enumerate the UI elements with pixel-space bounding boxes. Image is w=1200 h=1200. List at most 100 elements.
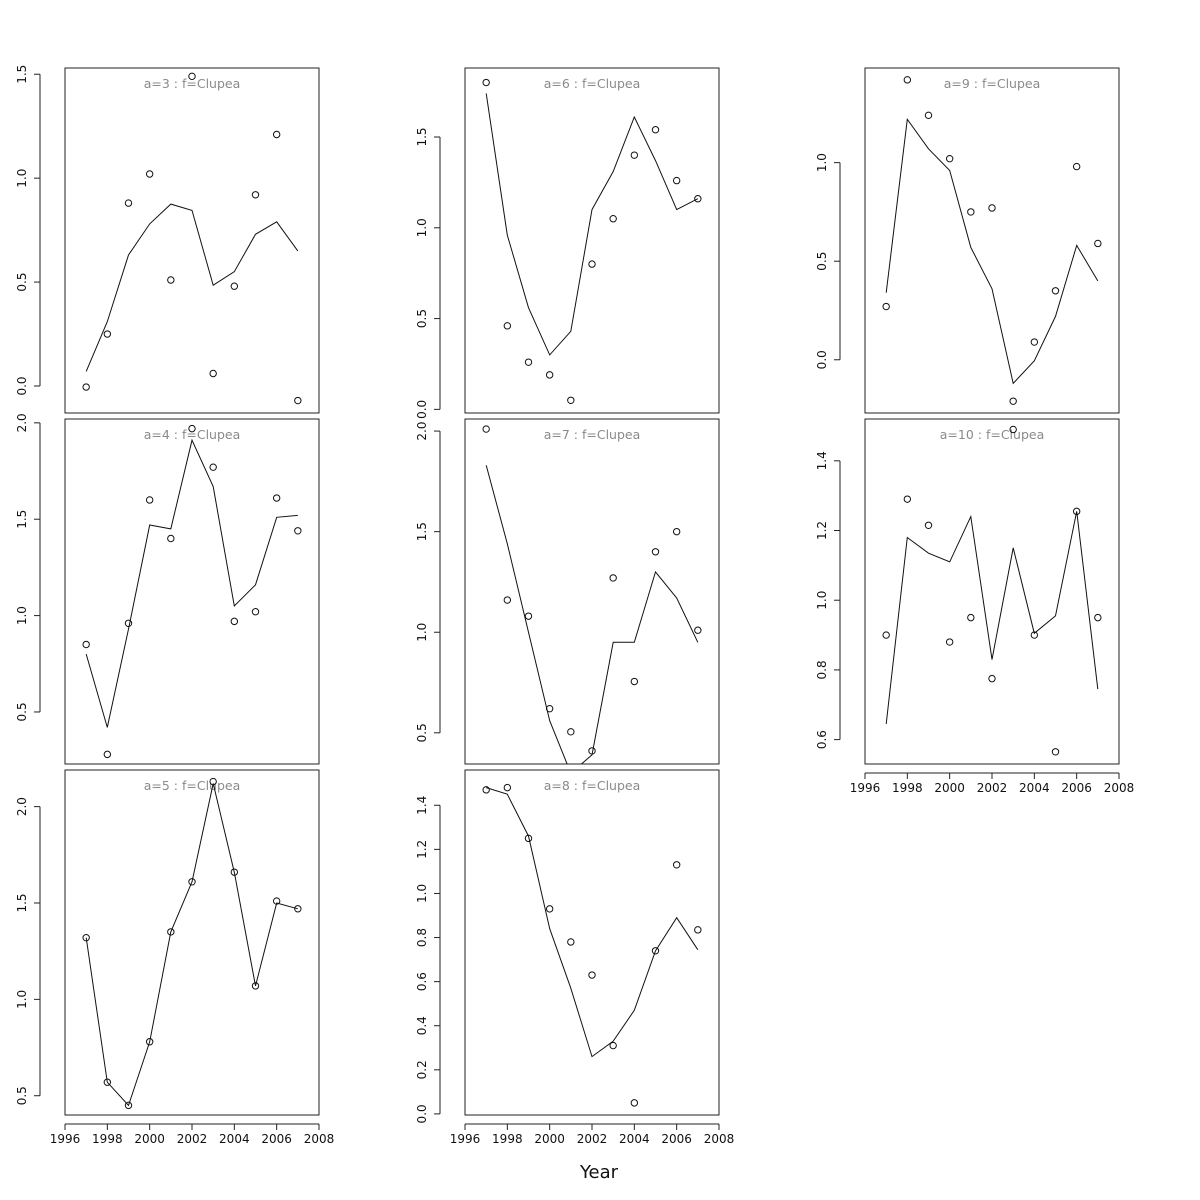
observed-point — [988, 204, 996, 212]
observed-point — [672, 176, 681, 185]
observed-point — [524, 358, 533, 366]
observed-point — [82, 383, 90, 391]
y-tick-label: 1.5 — [15, 65, 29, 84]
observed-point — [903, 495, 912, 503]
observed-point — [167, 534, 175, 543]
plot-area — [82, 424, 302, 759]
plot-area — [482, 425, 702, 764]
x-tick-label: 2004 — [219, 1132, 250, 1146]
y-tick-label: 2.0 — [15, 413, 29, 432]
observed-point — [524, 834, 533, 843]
observed-point — [209, 777, 217, 786]
observed-point — [609, 1041, 617, 1050]
fitted-line — [485, 93, 699, 356]
observed-point — [230, 868, 239, 876]
y-tick-label: 1.0 — [15, 606, 29, 625]
observed-point — [188, 72, 196, 81]
observed-point — [124, 619, 133, 628]
x-tick-label: 2000 — [934, 781, 965, 795]
panel-frame — [64, 67, 320, 414]
y-tick-label: 1.5 — [415, 522, 429, 541]
panel-frame — [864, 67, 1120, 414]
y-tick-label: 1.0 — [415, 218, 429, 237]
plot-area — [482, 78, 702, 404]
panel-title: a=7 : f=Clupea — [544, 427, 641, 442]
x-tick-label: 2004 — [1019, 781, 1050, 795]
observed-point — [251, 982, 260, 990]
fitted-line — [85, 203, 299, 372]
observed-point — [482, 78, 490, 87]
plot-area — [882, 76, 1102, 405]
y-tick-label: 1.0 — [15, 990, 29, 1009]
observed-point — [1030, 631, 1039, 639]
y-tick-label: 0.5 — [415, 723, 429, 742]
observed-point — [188, 424, 196, 433]
observed-point — [251, 608, 260, 616]
y-tick-label: 0.6 — [815, 730, 829, 749]
y-tick-label: 1.0 — [415, 623, 429, 642]
panel-frame — [64, 769, 320, 1116]
y-tick-label: 2.0 — [15, 797, 29, 816]
observed-point — [503, 596, 512, 604]
observed-point — [124, 199, 133, 207]
x-tick-label: 2002 — [977, 781, 1008, 795]
y-tick-label: 1.2 — [815, 521, 829, 540]
observed-point — [272, 130, 281, 139]
panel-title: a=5 : f=Clupea — [144, 778, 241, 793]
y-tick-label: 0.5 — [15, 273, 29, 292]
observed-point — [630, 1099, 639, 1107]
observed-point — [967, 208, 975, 216]
observed-point — [145, 170, 154, 178]
y-tick-label: 1.0 — [15, 169, 29, 188]
observed-point — [1072, 507, 1081, 516]
observed-point — [609, 574, 617, 582]
y-tick-label: 1.5 — [415, 127, 429, 146]
observed-point — [567, 728, 575, 736]
observed-point — [145, 496, 154, 504]
observed-point — [1009, 397, 1017, 405]
panel-title: a=4 : f=Clupea — [144, 427, 241, 442]
observed-point — [188, 878, 196, 886]
observed-point — [672, 527, 681, 536]
fitted-line — [486, 787, 699, 1058]
observed-point — [209, 369, 217, 378]
panel-8: a=8 : f=Clupea 0.0 0.2 0.4 0.6 0.8 1.0 1.2 1.4 19… — [415, 769, 735, 1146]
x-tick-label: 1998 — [92, 1132, 123, 1146]
fitted-line — [485, 465, 699, 764]
panel-7: a=5 : f=Clupea 0.5 1.0 1.5 2.0 1996 1998 2000 20… — [15, 769, 335, 1146]
fitted-line — [885, 511, 1099, 724]
plot-area — [82, 777, 302, 1110]
panel-6: a=10 : f=Clupea 0.6 0.8 1.0 1.2 1.4 1996 1998 20… — [815, 418, 1134, 795]
x-tick-label: 2008 — [304, 1132, 335, 1146]
observed-point — [230, 617, 239, 626]
y-tick-label: 0.8 — [415, 928, 429, 947]
observed-point — [103, 750, 112, 759]
observed-point — [230, 282, 239, 290]
observed-point — [694, 195, 702, 203]
panel-title: a=9 : f=Clupea — [944, 76, 1041, 91]
fitted-line — [85, 438, 298, 728]
observed-point — [167, 928, 175, 936]
panel-frame — [464, 418, 720, 765]
observed-point — [251, 191, 260, 199]
observed-point — [694, 926, 702, 934]
x-tick-label: 1996 — [450, 1132, 481, 1146]
y-tick-label: 0.5 — [15, 702, 29, 721]
panel-frame — [64, 418, 320, 765]
y-tick-label: 0.5 — [415, 309, 429, 328]
x-tick-label: 2006 — [261, 1132, 292, 1146]
observed-point — [651, 947, 660, 955]
plot-area — [882, 425, 1102, 756]
observed-point — [588, 971, 596, 979]
observed-point — [1072, 162, 1081, 171]
observed-point — [294, 396, 302, 405]
observed-point — [609, 215, 617, 223]
observed-point — [167, 276, 175, 284]
x-tick-label: 2008 — [704, 1132, 735, 1146]
plot-area — [482, 783, 702, 1107]
observed-point — [630, 677, 639, 686]
x-tick-label: 2004 — [619, 1132, 650, 1146]
observed-point — [482, 786, 490, 794]
